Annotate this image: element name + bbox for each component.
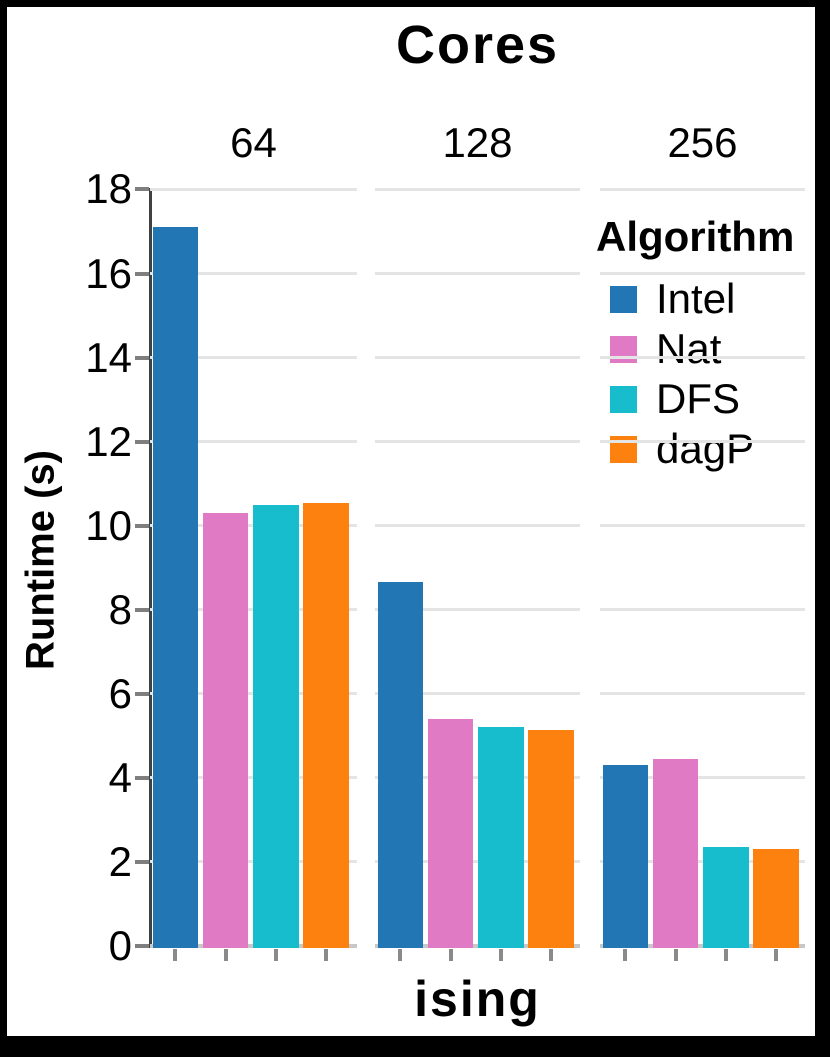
legend-item-label: Intel — [656, 275, 736, 322]
y-tick-label: 16 — [85, 249, 132, 297]
x-minor-tick — [723, 949, 728, 961]
y-tick — [135, 271, 149, 276]
y-axis-line — [149, 188, 152, 948]
gridline — [600, 860, 805, 864]
legend-item-label: Nat — [656, 325, 722, 372]
facet-panel — [375, 186, 580, 948]
gridline — [375, 272, 580, 276]
x-axis-baseline — [600, 944, 805, 948]
y-tick — [135, 691, 149, 696]
bar — [152, 227, 198, 948]
legend-swatch — [610, 285, 637, 313]
gridline — [600, 608, 805, 612]
gridline — [375, 524, 580, 528]
y-tick-label: 14 — [85, 333, 132, 381]
gridline — [150, 356, 357, 360]
x-minor-tick — [673, 949, 678, 961]
gridline — [600, 776, 805, 780]
gridline — [375, 440, 580, 444]
y-tick — [135, 187, 149, 192]
legend-swatch — [610, 385, 637, 413]
x-minor-tick — [398, 949, 403, 961]
y-tick-label: 0 — [108, 922, 132, 969]
facet-label: 128 — [442, 119, 513, 166]
bar — [202, 513, 249, 948]
x-minor-tick — [623, 949, 628, 961]
gridline — [600, 440, 805, 444]
gridline — [600, 187, 805, 191]
legend: Algorithm Intel Nat DFS dagP — [596, 214, 828, 474]
gridline — [375, 776, 580, 780]
y-tick-label: 8 — [108, 585, 132, 633]
legend-item-label: DFS — [656, 375, 740, 422]
gridline — [150, 187, 357, 191]
y-tick — [135, 775, 149, 780]
bar — [253, 504, 299, 948]
bar — [703, 847, 749, 948]
x-minor-tick — [498, 949, 503, 961]
gridline — [375, 187, 580, 191]
y-tick — [135, 523, 149, 528]
y-tick — [135, 607, 149, 612]
gridline — [375, 860, 580, 864]
y-tick — [135, 944, 149, 948]
bar — [753, 849, 799, 948]
gridline — [600, 692, 805, 696]
gridline — [375, 608, 580, 612]
y-tick-label: 4 — [108, 753, 132, 801]
legend-item-label: dagP — [656, 425, 755, 472]
legend-item: dagP — [596, 424, 828, 474]
gridline — [375, 692, 580, 696]
y-tick — [135, 859, 149, 864]
gridline — [375, 356, 580, 360]
y-tick — [135, 355, 149, 360]
y-tick-label: 6 — [108, 669, 132, 717]
gridline — [150, 272, 357, 276]
bar — [652, 758, 699, 948]
y-tick-label: 2 — [108, 837, 132, 885]
x-minor-tick — [324, 949, 329, 961]
facet-panel — [600, 186, 805, 948]
bar — [303, 502, 349, 948]
legend-item: DFS — [596, 374, 828, 424]
legend-items: Intel Nat DFS dagP — [596, 274, 828, 474]
x-minor-tick — [549, 949, 554, 961]
x-minor-tick — [448, 949, 453, 961]
bar — [602, 765, 648, 948]
bar — [377, 582, 423, 948]
x-minor-tick — [774, 949, 779, 961]
gridline — [600, 524, 805, 528]
gridline — [600, 272, 805, 276]
y-tick — [135, 439, 149, 444]
legend-swatch — [610, 435, 637, 463]
x-minor-tick — [273, 949, 278, 961]
gridline — [150, 440, 357, 444]
y-tick-label: 18 — [85, 165, 132, 213]
y-tick-label: 10 — [85, 501, 132, 549]
facet-label: 64 — [230, 119, 277, 166]
facet-panel — [150, 186, 357, 948]
chart-title: Cores — [395, 15, 560, 75]
bar — [528, 729, 574, 948]
x-axis-title: ising — [414, 971, 541, 1027]
legend-title: Algorithm — [596, 213, 795, 260]
gridline — [600, 356, 805, 360]
legend-item: Nat — [596, 324, 828, 374]
y-tick-label: 12 — [85, 417, 132, 465]
x-minor-tick — [173, 949, 178, 961]
x-axis-baseline — [375, 944, 580, 948]
x-minor-tick — [223, 949, 228, 961]
legend-item: Intel — [596, 274, 828, 324]
bar — [427, 719, 474, 948]
y-axis-title-text: Runtime (s) — [18, 450, 63, 670]
bar — [478, 727, 524, 948]
facet-label: 256 — [667, 119, 738, 166]
